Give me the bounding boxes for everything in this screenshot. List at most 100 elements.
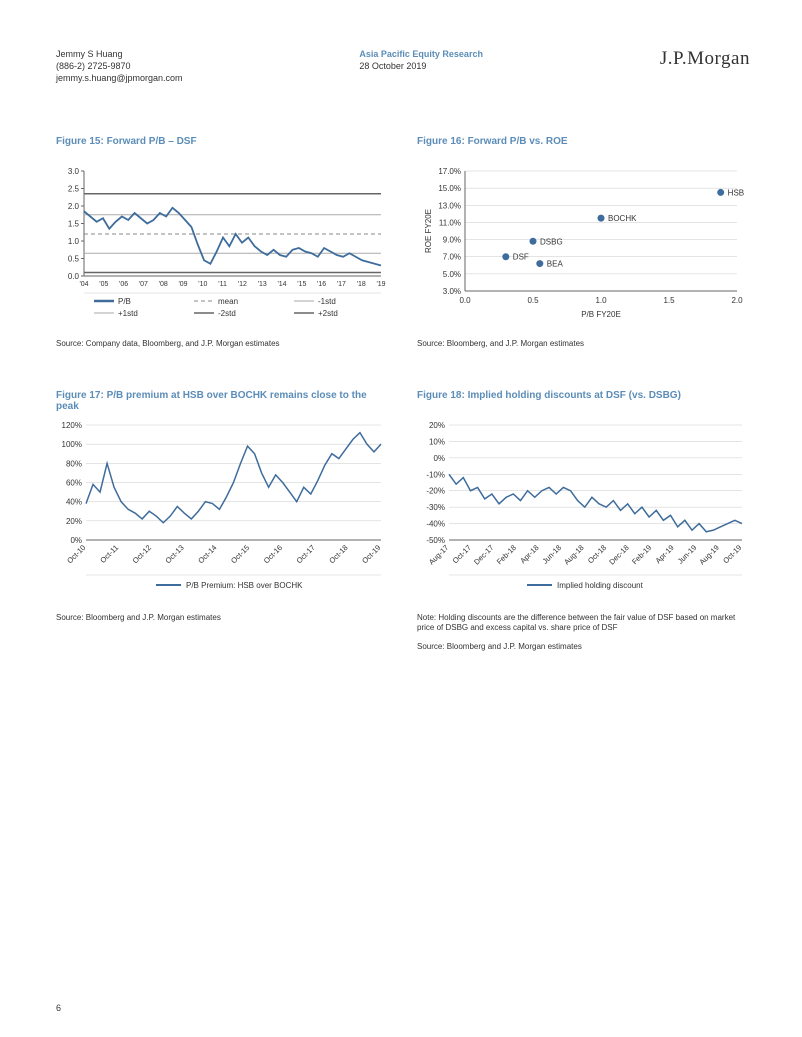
svg-text:P/B: P/B <box>118 297 131 306</box>
svg-text:Oct-11: Oct-11 <box>98 543 120 565</box>
svg-text:-10%: -10% <box>426 470 445 479</box>
brand-logo: J.P.Morgan <box>660 48 750 70</box>
svg-text:10%: 10% <box>429 437 445 446</box>
svg-text:2.0: 2.0 <box>68 202 80 211</box>
svg-text:-40%: -40% <box>426 519 445 528</box>
svg-text:'04: '04 <box>79 281 88 288</box>
svg-text:1.0: 1.0 <box>68 237 80 246</box>
svg-text:9.0%: 9.0% <box>443 236 461 245</box>
author-name: Jemmy S Huang <box>56 48 183 60</box>
svg-text:1.5: 1.5 <box>663 296 675 305</box>
svg-text:Oct-13: Oct-13 <box>163 543 185 565</box>
svg-text:60%: 60% <box>66 478 82 487</box>
svg-text:+1std: +1std <box>118 309 138 318</box>
svg-text:ROE FY20E: ROE FY20E <box>424 209 433 253</box>
svg-text:15.0%: 15.0% <box>438 185 461 194</box>
svg-text:'13: '13 <box>258 281 267 288</box>
svg-text:Oct-12: Oct-12 <box>131 543 153 565</box>
svg-text:Oct-18: Oct-18 <box>586 543 608 565</box>
fig15-title: Figure 15: Forward P/B – DSF <box>56 136 389 160</box>
svg-text:Aug-19: Aug-19 <box>697 543 720 566</box>
svg-text:'09: '09 <box>178 281 187 288</box>
svg-text:Oct-15: Oct-15 <box>229 543 251 565</box>
fig16-chart: 3.0%5.0%7.0%9.0%11.0%13.0%15.0%17.0%0.00… <box>417 166 747 326</box>
svg-text:-2std: -2std <box>218 309 236 318</box>
svg-text:Oct-18: Oct-18 <box>327 543 349 565</box>
fig18-source: Source: Bloomberg and J.P. Morgan estima… <box>417 642 750 652</box>
fig17-chart: 0%20%40%60%80%100%120%Oct-10Oct-11Oct-12… <box>56 420 386 600</box>
fig17-title: Figure 17: P/B premium at HSB over BOCHK… <box>56 390 389 414</box>
svg-text:Oct-17: Oct-17 <box>451 543 473 565</box>
svg-text:Apr-18: Apr-18 <box>518 543 540 565</box>
svg-text:'16: '16 <box>317 281 326 288</box>
svg-text:3.0%: 3.0% <box>443 287 461 296</box>
svg-text:Apr-19: Apr-19 <box>654 543 676 565</box>
svg-text:BOCHK: BOCHK <box>608 215 637 224</box>
research-date: 28 October 2019 <box>359 60 483 72</box>
svg-text:7.0%: 7.0% <box>443 253 461 262</box>
svg-text:20%: 20% <box>66 517 82 526</box>
research-block: Asia Pacific Equity Research 28 October … <box>359 48 483 72</box>
svg-text:1.0: 1.0 <box>595 296 607 305</box>
svg-text:mean: mean <box>218 297 238 306</box>
svg-text:'19: '19 <box>376 281 385 288</box>
svg-text:Oct-10: Oct-10 <box>65 543 87 565</box>
fig17-source: Source: Bloomberg and J.P. Morgan estima… <box>56 613 389 623</box>
svg-text:1.5: 1.5 <box>68 220 80 229</box>
svg-text:DSF: DSF <box>513 253 529 262</box>
svg-text:'10: '10 <box>198 281 207 288</box>
svg-text:-20%: -20% <box>426 487 445 496</box>
svg-text:'15: '15 <box>297 281 306 288</box>
svg-text:80%: 80% <box>66 459 82 468</box>
fig18-note: Note: Holding discounts are the differen… <box>417 613 750 634</box>
author-email: jemmy.s.huang@jpmorgan.com <box>56 72 183 84</box>
fig18-title: Figure 18: Implied holding discounts at … <box>417 390 750 414</box>
svg-text:2.5: 2.5 <box>68 185 80 194</box>
svg-text:17.0%: 17.0% <box>438 167 461 176</box>
svg-text:Implied holding discount: Implied holding discount <box>557 581 644 590</box>
fig15-chart: 0.00.51.01.52.02.53.0'04'05'06'07'08'09'… <box>56 166 386 326</box>
svg-text:Jun-18: Jun-18 <box>541 543 564 566</box>
svg-text:3.0: 3.0 <box>68 167 80 176</box>
svg-text:Dec-18: Dec-18 <box>607 543 630 566</box>
svg-text:2.0: 2.0 <box>731 296 743 305</box>
svg-text:-30%: -30% <box>426 503 445 512</box>
svg-text:'05: '05 <box>99 281 108 288</box>
svg-text:Oct-14: Oct-14 <box>196 543 218 565</box>
svg-text:0.5: 0.5 <box>527 296 539 305</box>
fig16-source: Source: Bloomberg, and J.P. Morgan estim… <box>417 339 750 349</box>
svg-text:120%: 120% <box>62 421 82 430</box>
svg-text:P/B Premium: HSB over BOCHK: P/B Premium: HSB over BOCHK <box>186 581 303 590</box>
svg-text:Oct-19: Oct-19 <box>721 543 743 565</box>
svg-text:Oct-17: Oct-17 <box>295 543 317 565</box>
fig15-source: Source: Company data, Bloomberg, and J.P… <box>56 339 389 349</box>
fig16-title: Figure 16: Forward P/B vs. ROE <box>417 136 750 160</box>
svg-text:0.0: 0.0 <box>459 296 471 305</box>
research-line: Asia Pacific Equity Research <box>359 48 483 60</box>
svg-text:Oct-19: Oct-19 <box>360 543 382 565</box>
svg-text:0.0: 0.0 <box>68 272 80 281</box>
svg-text:'14: '14 <box>277 281 286 288</box>
figure-16: Figure 16: Forward P/B vs. ROE 3.0% 5.0% 7… <box>417 136 750 349</box>
svg-text:5.0%: 5.0% <box>443 270 461 279</box>
svg-text:0%: 0% <box>433 454 445 463</box>
svg-text:+2std: +2std <box>318 309 338 318</box>
author-block: Jemmy S Huang (886-2) 2725-9870 jemmy.s.… <box>56 48 183 84</box>
svg-text:100%: 100% <box>62 440 82 449</box>
svg-text:'12: '12 <box>238 281 247 288</box>
svg-text:13.0%: 13.0% <box>438 202 461 211</box>
svg-text:'11: '11 <box>218 281 227 288</box>
svg-text:HSB: HSB <box>728 189 744 198</box>
svg-text:'07: '07 <box>139 281 148 288</box>
svg-text:Oct-16: Oct-16 <box>262 543 284 565</box>
svg-text:20%: 20% <box>429 421 445 430</box>
svg-text:0.5: 0.5 <box>68 255 80 264</box>
svg-text:P/B FY20E: P/B FY20E <box>581 310 621 319</box>
page-header: Jemmy S Huang (886-2) 2725-9870 jemmy.s.… <box>56 48 750 84</box>
svg-text:Feb-18: Feb-18 <box>495 543 518 566</box>
page-number: 6 <box>56 1003 61 1013</box>
figure-18: Figure 18: Implied holding discounts at … <box>417 390 750 652</box>
svg-text:Feb-19: Feb-19 <box>630 543 653 566</box>
author-phone: (886-2) 2725-9870 <box>56 60 183 72</box>
svg-text:DSBG: DSBG <box>540 238 563 247</box>
